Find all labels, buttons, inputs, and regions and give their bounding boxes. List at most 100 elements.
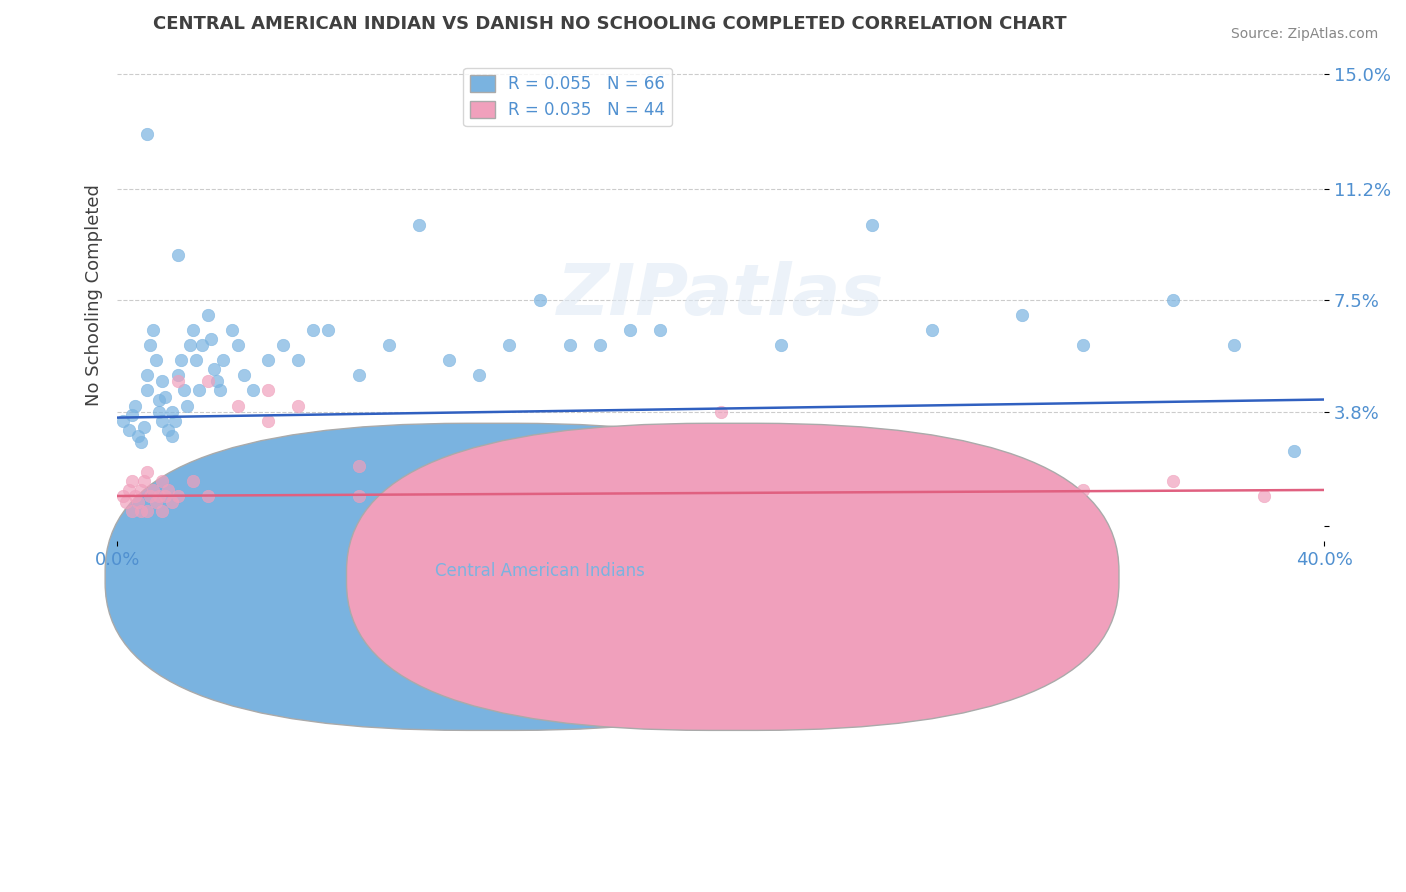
Point <box>176 399 198 413</box>
Point <box>1161 293 1184 307</box>
FancyBboxPatch shape <box>105 424 877 731</box>
Point <box>318 323 340 337</box>
Point <box>197 489 219 503</box>
Point <box>226 399 249 413</box>
Point <box>142 323 165 337</box>
Point <box>1011 308 1033 322</box>
Point <box>131 483 153 497</box>
Point <box>136 368 159 383</box>
Text: Source: ZipAtlas.com: Source: ZipAtlas.com <box>1230 27 1378 41</box>
Point <box>287 399 309 413</box>
Point <box>226 338 249 352</box>
Point <box>160 495 183 509</box>
Point <box>142 483 165 497</box>
Point <box>211 353 233 368</box>
Point <box>152 414 174 428</box>
Point <box>148 392 170 407</box>
Point <box>136 465 159 479</box>
Point <box>155 489 177 503</box>
Point <box>287 353 309 368</box>
Point <box>131 434 153 449</box>
Point <box>437 353 460 368</box>
Point <box>112 489 135 503</box>
Point <box>157 483 180 497</box>
Point <box>134 474 156 488</box>
Point <box>242 384 264 398</box>
Point <box>152 504 174 518</box>
Text: Central American Indians: Central American Indians <box>434 562 644 580</box>
Point <box>166 368 188 383</box>
Point <box>769 489 792 503</box>
Point <box>190 338 212 352</box>
Point <box>184 353 207 368</box>
Point <box>208 384 231 398</box>
Point <box>860 489 883 503</box>
Point <box>181 323 204 337</box>
Point <box>145 495 167 509</box>
Point <box>1071 483 1094 497</box>
Point <box>121 408 143 422</box>
Point <box>139 489 162 503</box>
Text: ZIPatlas: ZIPatlas <box>557 261 884 330</box>
Y-axis label: No Schooling Completed: No Schooling Completed <box>86 185 103 407</box>
Legend: R = 0.055   N = 66, R = 0.035   N = 44: R = 0.055 N = 66, R = 0.035 N = 44 <box>464 68 672 126</box>
Point <box>166 375 188 389</box>
Text: Danes: Danes <box>755 562 807 580</box>
FancyBboxPatch shape <box>346 424 1119 731</box>
Point <box>619 323 641 337</box>
Point <box>257 353 280 368</box>
Point <box>1222 338 1244 352</box>
Point <box>163 414 186 428</box>
Point <box>121 474 143 488</box>
Point <box>498 338 520 352</box>
Point <box>118 483 141 497</box>
Point <box>558 338 581 352</box>
Point <box>257 414 280 428</box>
Point <box>1071 338 1094 352</box>
Point <box>145 353 167 368</box>
Point <box>160 404 183 418</box>
Point <box>921 323 943 337</box>
Point <box>166 248 188 262</box>
Point <box>112 414 135 428</box>
Point <box>131 504 153 518</box>
Point <box>271 338 294 352</box>
Point <box>124 489 146 503</box>
Point <box>1161 474 1184 488</box>
Point <box>650 323 672 337</box>
Point <box>148 489 170 503</box>
Point <box>127 428 149 442</box>
Point <box>121 504 143 518</box>
Point <box>408 474 430 488</box>
Point <box>197 375 219 389</box>
Point <box>347 489 370 503</box>
Point <box>302 323 325 337</box>
Point <box>232 368 254 383</box>
Point <box>468 368 491 383</box>
Point <box>152 474 174 488</box>
Point <box>921 495 943 509</box>
Point <box>124 399 146 413</box>
Point <box>408 218 430 232</box>
Point <box>136 504 159 518</box>
Point <box>155 390 177 404</box>
Point <box>650 489 672 503</box>
Point <box>347 458 370 473</box>
Point <box>148 404 170 418</box>
Point <box>257 384 280 398</box>
Point <box>139 338 162 352</box>
Point <box>173 384 195 398</box>
Point <box>160 428 183 442</box>
Point <box>179 338 201 352</box>
Point <box>136 384 159 398</box>
Point <box>152 375 174 389</box>
Point <box>115 495 138 509</box>
Point <box>169 353 191 368</box>
Point <box>134 419 156 434</box>
Point <box>197 308 219 322</box>
Point <box>200 332 222 346</box>
Point <box>205 375 228 389</box>
Point <box>860 218 883 232</box>
Point <box>202 362 225 376</box>
Point <box>1282 443 1305 458</box>
